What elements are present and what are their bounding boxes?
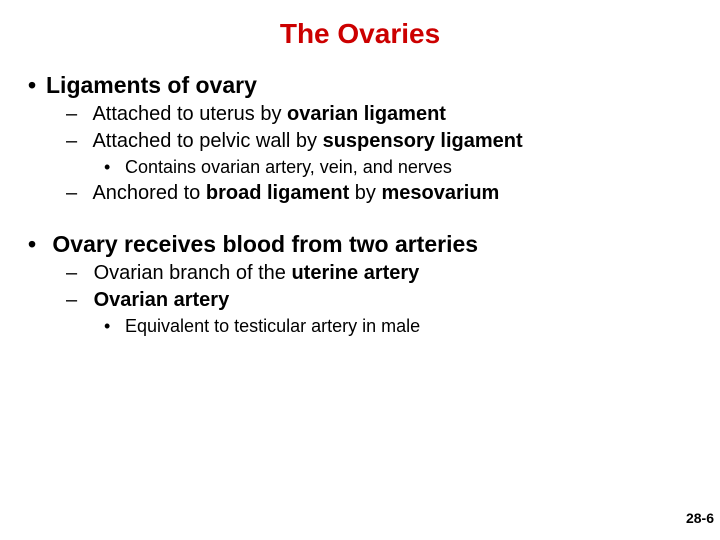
text-bold: ovarian ligament <box>287 103 446 125</box>
text-pre: Attached to uterus by <box>92 103 287 125</box>
text-mid: by <box>349 182 381 204</box>
bullet-ovarian-artery: Ovarian artery <box>66 289 692 312</box>
text-bold: suspensory ligament <box>323 130 523 152</box>
text: Contains ovarian artery, vein, and nerve… <box>125 157 452 177</box>
text-bold: uterine artery <box>291 262 419 284</box>
bullet-uterine-artery: Ovarian branch of the uterine artery <box>66 262 692 285</box>
slide-title: The Ovaries <box>28 18 692 50</box>
text-pre: Ovarian branch of the <box>94 262 292 284</box>
text-bold1: broad ligament <box>206 182 349 204</box>
bullet-suspensory-ligament: Attached to pelvic wall by suspensory li… <box>66 130 692 153</box>
bullet-broad-ligament: Anchored to broad ligament by mesovarium <box>66 182 692 205</box>
text-bold2: mesovarium <box>381 182 499 204</box>
bullet-ligaments-heading: Ligaments of ovary <box>28 72 692 99</box>
bullet-contains-artery: Contains ovarian artery, vein, and nerve… <box>104 157 692 178</box>
text: Equivalent to testicular artery in male <box>125 316 420 336</box>
text-pre: Anchored to <box>92 182 205 204</box>
text-bold: Ovarian artery <box>94 289 230 311</box>
bullet-blood-heading: Ovary receives blood from two arteries <box>28 231 692 258</box>
text: Ligaments of ovary <box>46 72 257 98</box>
page-number: 28-6 <box>686 510 714 526</box>
text: Ovary receives blood from two arteries <box>52 231 478 257</box>
bullet-testicular-equiv: Equivalent to testicular artery in male <box>104 316 692 337</box>
text-pre: Attached to pelvic wall by <box>92 130 322 152</box>
bullet-ovarian-ligament: Attached to uterus by ovarian ligament <box>66 103 692 126</box>
